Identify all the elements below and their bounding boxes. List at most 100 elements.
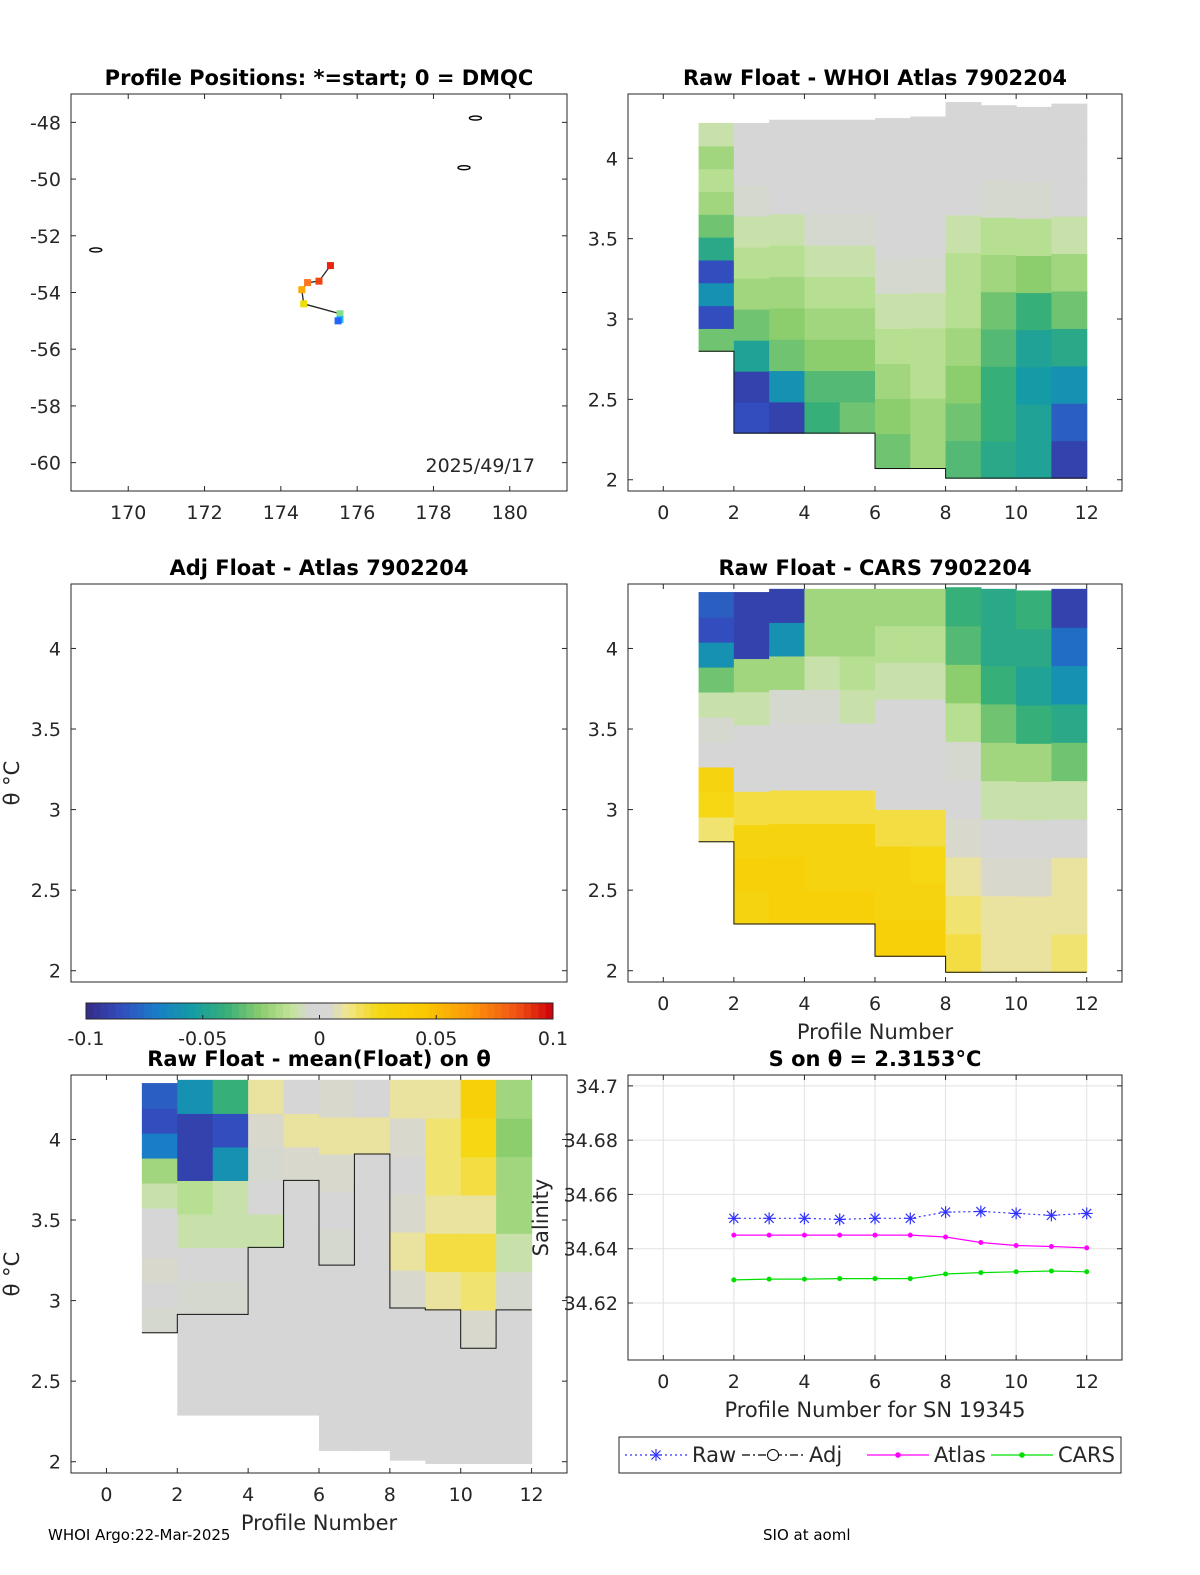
positions-map-panel: Profile Positions: *=start; 0 = DMQC 2025… — [30, 66, 568, 524]
raw_whoi-cell — [945, 102, 982, 141]
raw_mean-cell — [389, 1269, 426, 1309]
positions-frame — [70, 93, 568, 492]
raw_whoi-cell — [910, 257, 947, 294]
legend-marker-raw — [650, 1449, 662, 1461]
raw_whoi-ytick-label: 2 — [606, 470, 618, 492]
raw_whoi-cell — [804, 245, 841, 278]
adj_atlas-ytick-label: 3 — [49, 800, 61, 822]
point-atlas — [1084, 1245, 1090, 1251]
point-atlas — [837, 1232, 843, 1238]
raw_mean-cell — [212, 1280, 249, 1316]
raw_cars-cell — [980, 703, 1017, 743]
raw_mean-cell — [283, 1247, 320, 1282]
raw_mean-cell — [460, 1386, 497, 1426]
raw_whoi-cell — [945, 290, 982, 329]
raw_whoi-cell — [839, 245, 876, 278]
raw_mean-cell — [283, 1213, 320, 1249]
raw_cars-cell — [945, 664, 982, 704]
positions-xtick-label: 176 — [339, 502, 375, 524]
raw_mean-cell — [389, 1307, 426, 1347]
raw_mean-cell — [425, 1233, 462, 1273]
colorbar-segment — [297, 1003, 306, 1019]
raw_cars-cell — [875, 735, 911, 774]
raw_mean-cell — [177, 1381, 214, 1416]
raw_whoi-cell — [1016, 329, 1053, 368]
point-raw — [798, 1212, 811, 1225]
point-cars — [801, 1276, 807, 1282]
raw_cars-cell — [1051, 703, 1088, 743]
raw_whoi-cell — [875, 433, 911, 470]
raw_whoi-cell — [1051, 403, 1088, 442]
raw_whoi-cell — [804, 213, 841, 246]
raw_mean-cell — [389, 1231, 426, 1271]
raw_mean-contour — [141, 1153, 532, 1349]
adj_atlas-ytick-label: 2 — [49, 961, 61, 983]
raw_mean-xtick-label: 8 — [384, 1484, 396, 1506]
adj_atlas-ytick-label: 4 — [49, 638, 61, 660]
positions-title: Profile Positions: *=start; 0 = DMQC — [105, 66, 534, 90]
raw_cars-xlabel: Profile Number — [797, 1020, 954, 1044]
colorbar-segment — [538, 1003, 547, 1019]
raw_mean-ytick-label: 4 — [49, 1129, 61, 1151]
raw_whoi-cell — [945, 139, 982, 178]
colorbar-segment — [487, 1003, 496, 1019]
raw_cars-cell — [875, 662, 911, 700]
raw_cars-cell — [839, 689, 876, 724]
point-atlas — [1048, 1244, 1054, 1250]
raw_cars-cell — [875, 809, 911, 847]
raw_whoi-xtick-label: 4 — [798, 502, 810, 524]
raw_mean-cell — [425, 1194, 462, 1234]
positions-ytick-label: -52 — [30, 226, 61, 248]
raw_whoi-cell — [804, 370, 841, 403]
raw_cars-cell — [980, 588, 1017, 628]
raw_mean-cell — [141, 1307, 178, 1334]
raw_mean-cell — [248, 1347, 285, 1383]
raw_mean-cell — [389, 1384, 426, 1423]
colorbar-tick-label: -0.05 — [178, 1028, 227, 1050]
colorbar-segment — [268, 1003, 277, 1019]
colorbar-tick-label: 0.1 — [538, 1028, 568, 1050]
salinity-xtick-label: 10 — [1004, 1371, 1028, 1393]
raw_whoi-cell — [804, 151, 841, 184]
raw_mean-cell — [283, 1146, 320, 1181]
raw_whoi-cell — [769, 182, 806, 215]
raw_mean-cell — [212, 1347, 249, 1383]
colorbar-segment — [355, 1003, 364, 1019]
raw_cars-cell — [1051, 933, 1088, 973]
raw_whoi-cell — [839, 151, 876, 184]
raw_mean-cell — [283, 1180, 320, 1215]
raw_cars-cell — [980, 780, 1017, 820]
raw_whoi-cell — [1051, 440, 1088, 479]
raw_cars-cell — [875, 588, 911, 627]
raw_cars-cell — [945, 933, 982, 973]
raw_mean-cell — [248, 1213, 285, 1249]
colorbar-segment — [188, 1003, 196, 1019]
raw_whoi-cell — [980, 142, 1017, 181]
raw_mean-cell — [460, 1271, 497, 1311]
raw_cars-cell — [839, 655, 876, 690]
legend-label-raw: Raw — [692, 1443, 736, 1467]
raw_mean-cell — [177, 1213, 214, 1249]
track-point — [326, 262, 334, 270]
point-raw — [1010, 1207, 1023, 1220]
raw_mean-cell — [425, 1348, 462, 1388]
raw_whoi-cell — [1051, 365, 1088, 404]
point-atlas — [1013, 1242, 1019, 1248]
point-cars — [1013, 1269, 1019, 1275]
raw_whoi-cell — [910, 327, 947, 364]
raw_cars-cell — [769, 856, 806, 892]
colorbar-segment — [180, 1003, 189, 1019]
raw_whoi-cell — [875, 398, 911, 435]
raw_whoi-cell — [1016, 403, 1053, 442]
raw_cars-cell — [733, 691, 770, 726]
raw_cars-cell — [804, 722, 841, 758]
raw_whoi-title: Raw Float - WHOI Atlas 7902204 — [683, 66, 1067, 90]
raw_cars-cell — [945, 895, 982, 935]
raw_whoi-cell — [1016, 106, 1053, 145]
salinity-title: S on θ = 2.3153°C — [769, 1047, 982, 1071]
raw_cars-cell — [733, 824, 770, 859]
raw_mean-cell — [141, 1157, 178, 1184]
raw_whoi-cell — [698, 282, 735, 307]
raw_whoi-cell — [804, 119, 841, 152]
raw_mean-cell — [389, 1079, 426, 1119]
